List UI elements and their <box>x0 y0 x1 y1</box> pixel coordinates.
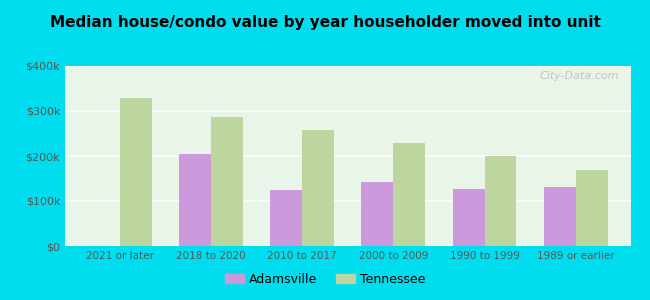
Bar <box>179 154 211 246</box>
Bar <box>120 98 151 246</box>
Bar <box>211 117 243 246</box>
Bar <box>361 182 393 246</box>
Bar <box>270 190 302 246</box>
Bar <box>576 170 608 246</box>
Text: Median house/condo value by year householder moved into unit: Median house/condo value by year househo… <box>49 15 601 30</box>
Text: City-Data.com: City-Data.com <box>540 71 619 81</box>
Bar <box>484 156 517 246</box>
Legend: Adamsville, Tennessee: Adamsville, Tennessee <box>220 268 430 291</box>
Bar <box>544 187 576 246</box>
Bar <box>302 130 334 246</box>
Bar <box>452 189 484 246</box>
Bar <box>393 143 425 246</box>
